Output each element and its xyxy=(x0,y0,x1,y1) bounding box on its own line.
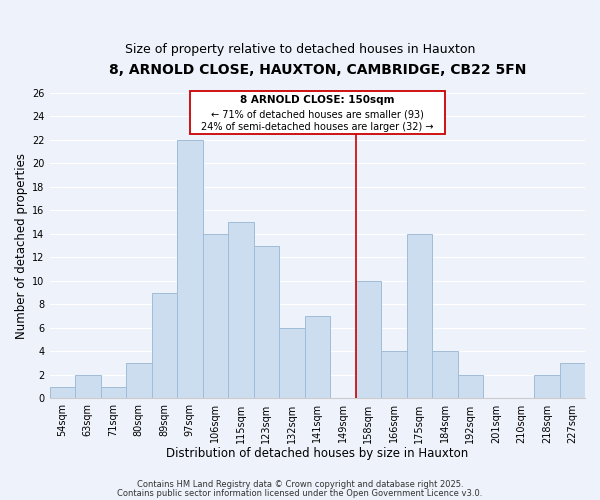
Bar xyxy=(381,352,407,399)
Bar xyxy=(305,316,330,398)
Bar xyxy=(75,375,101,398)
Text: ← 71% of detached houses are smaller (93): ← 71% of detached houses are smaller (93… xyxy=(211,110,424,120)
Bar xyxy=(177,140,203,398)
Bar xyxy=(432,352,458,399)
Y-axis label: Number of detached properties: Number of detached properties xyxy=(15,152,28,338)
Bar xyxy=(356,281,381,398)
Text: Contains HM Land Registry data © Crown copyright and database right 2025.: Contains HM Land Registry data © Crown c… xyxy=(137,480,463,489)
Text: Contains public sector information licensed under the Open Government Licence v3: Contains public sector information licen… xyxy=(118,490,482,498)
Text: 8 ARNOLD CLOSE: 150sqm: 8 ARNOLD CLOSE: 150sqm xyxy=(240,96,395,106)
Text: Size of property relative to detached houses in Hauxton: Size of property relative to detached ho… xyxy=(125,42,475,56)
Bar xyxy=(254,246,279,398)
Bar xyxy=(152,292,177,399)
Bar xyxy=(458,375,483,398)
Bar xyxy=(534,375,560,398)
Bar xyxy=(279,328,305,398)
X-axis label: Distribution of detached houses by size in Hauxton: Distribution of detached houses by size … xyxy=(166,447,469,460)
Text: 24% of semi-detached houses are larger (32) →: 24% of semi-detached houses are larger (… xyxy=(201,122,434,132)
Bar xyxy=(203,234,228,398)
Bar xyxy=(50,386,75,398)
FancyBboxPatch shape xyxy=(190,90,445,134)
Bar xyxy=(560,363,585,398)
Bar xyxy=(228,222,254,398)
Title: 8, ARNOLD CLOSE, HAUXTON, CAMBRIDGE, CB22 5FN: 8, ARNOLD CLOSE, HAUXTON, CAMBRIDGE, CB2… xyxy=(109,62,526,76)
Bar xyxy=(101,386,126,398)
Bar xyxy=(407,234,432,398)
Bar xyxy=(126,363,152,398)
